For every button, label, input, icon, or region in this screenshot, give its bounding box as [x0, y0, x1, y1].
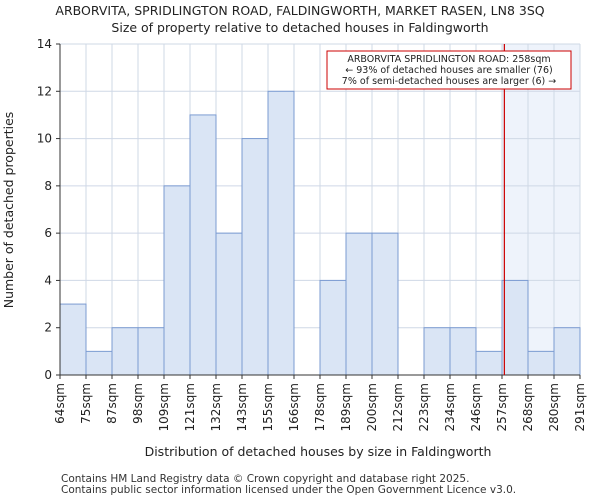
bar-143sqm [241, 138, 269, 376]
bar-246sqm [475, 350, 503, 376]
x-tick-label: 132sqm [209, 383, 223, 431]
bar-189sqm [345, 232, 373, 376]
bar-98sqm [137, 327, 165, 376]
x-tick-label: 143sqm [235, 383, 249, 431]
annotation-box: ARBORVITA SPRIDLINGTON ROAD: 258sqm ← 93… [326, 50, 572, 90]
x-tick-label: 212sqm [391, 383, 405, 431]
x-tick-label: 257sqm [495, 383, 509, 431]
annotation-line-1: ARBORVITA SPRIDLINGTON ROAD: 258sqm [347, 54, 550, 65]
x-tick-label: 121sqm [183, 383, 197, 431]
bar-257sqm [501, 279, 529, 376]
bar-155sqm [267, 90, 295, 376]
y-tick-label: 12 [37, 84, 52, 98]
x-tick-labels: 64sqm 75sqm 87sqm 98sqm 109sqm 121sqm 132sqm 14… [53, 375, 587, 431]
y-tick-label: 10 [37, 132, 52, 146]
x-tick-label: 87sqm [105, 383, 119, 424]
y-tick-label: 8 [44, 179, 52, 193]
bar-75sqm [85, 350, 113, 376]
bar-280sqm [553, 327, 581, 376]
bar-87sqm [111, 327, 139, 376]
bar-121sqm [189, 114, 217, 376]
annotation-line-2: ← 93% of detached houses are smaller (76… [345, 65, 552, 76]
chart-subtitle: Size of property relative to detached ho… [111, 20, 488, 35]
footer-licence: Contains public sector information licen… [61, 484, 517, 496]
x-tick-label: 98sqm [131, 383, 145, 424]
x-tick-label: 64sqm [53, 383, 67, 424]
x-tick-label: 178sqm [313, 383, 327, 431]
x-tick-label: 189sqm [339, 383, 353, 431]
bar-132sqm [215, 232, 243, 376]
x-tick-label: 268sqm [521, 383, 535, 431]
bar-223sqm [423, 327, 451, 376]
bar-200sqm [371, 232, 399, 376]
annotation-line-3: 7% of semi-detached houses are larger (6… [342, 76, 556, 87]
y-tick-label: 6 [44, 226, 52, 240]
y-axis-label: Number of detached properties [1, 112, 16, 309]
bar-178sqm [319, 279, 347, 376]
footer-copyright: Contains HM Land Registry data © Crown c… [61, 473, 470, 485]
y-tick-labels: 0 2 4 6 8 10 12 14 [37, 37, 60, 382]
y-tick-label: 4 [44, 273, 52, 287]
x-tick-label: 109sqm [157, 383, 171, 431]
y-tick-label: 0 [44, 368, 52, 382]
bar-109sqm [163, 185, 191, 376]
x-tick-label: 200sqm [365, 383, 379, 431]
bar-234sqm [449, 327, 477, 376]
bar-64sqm [59, 303, 87, 376]
x-tick-label: 155sqm [261, 383, 275, 431]
x-tick-label: 75sqm [79, 383, 93, 424]
y-tick-label: 2 [44, 321, 52, 335]
y-tick-label: 14 [37, 37, 52, 51]
chart-title: ARBORVITA, SPRIDLINGTON ROAD, FALDINGWOR… [55, 3, 544, 18]
x-tick-label: 246sqm [469, 383, 483, 431]
x-axis-label: Distribution of detached houses by size … [145, 444, 492, 459]
x-tick-label: 234sqm [443, 383, 457, 431]
x-tick-label: 223sqm [417, 383, 431, 431]
x-tick-label: 280sqm [547, 383, 561, 431]
x-tick-label: 291sqm [573, 383, 587, 431]
x-tick-label: 166sqm [287, 383, 301, 431]
bars [59, 90, 581, 376]
bar-268sqm [527, 350, 555, 376]
